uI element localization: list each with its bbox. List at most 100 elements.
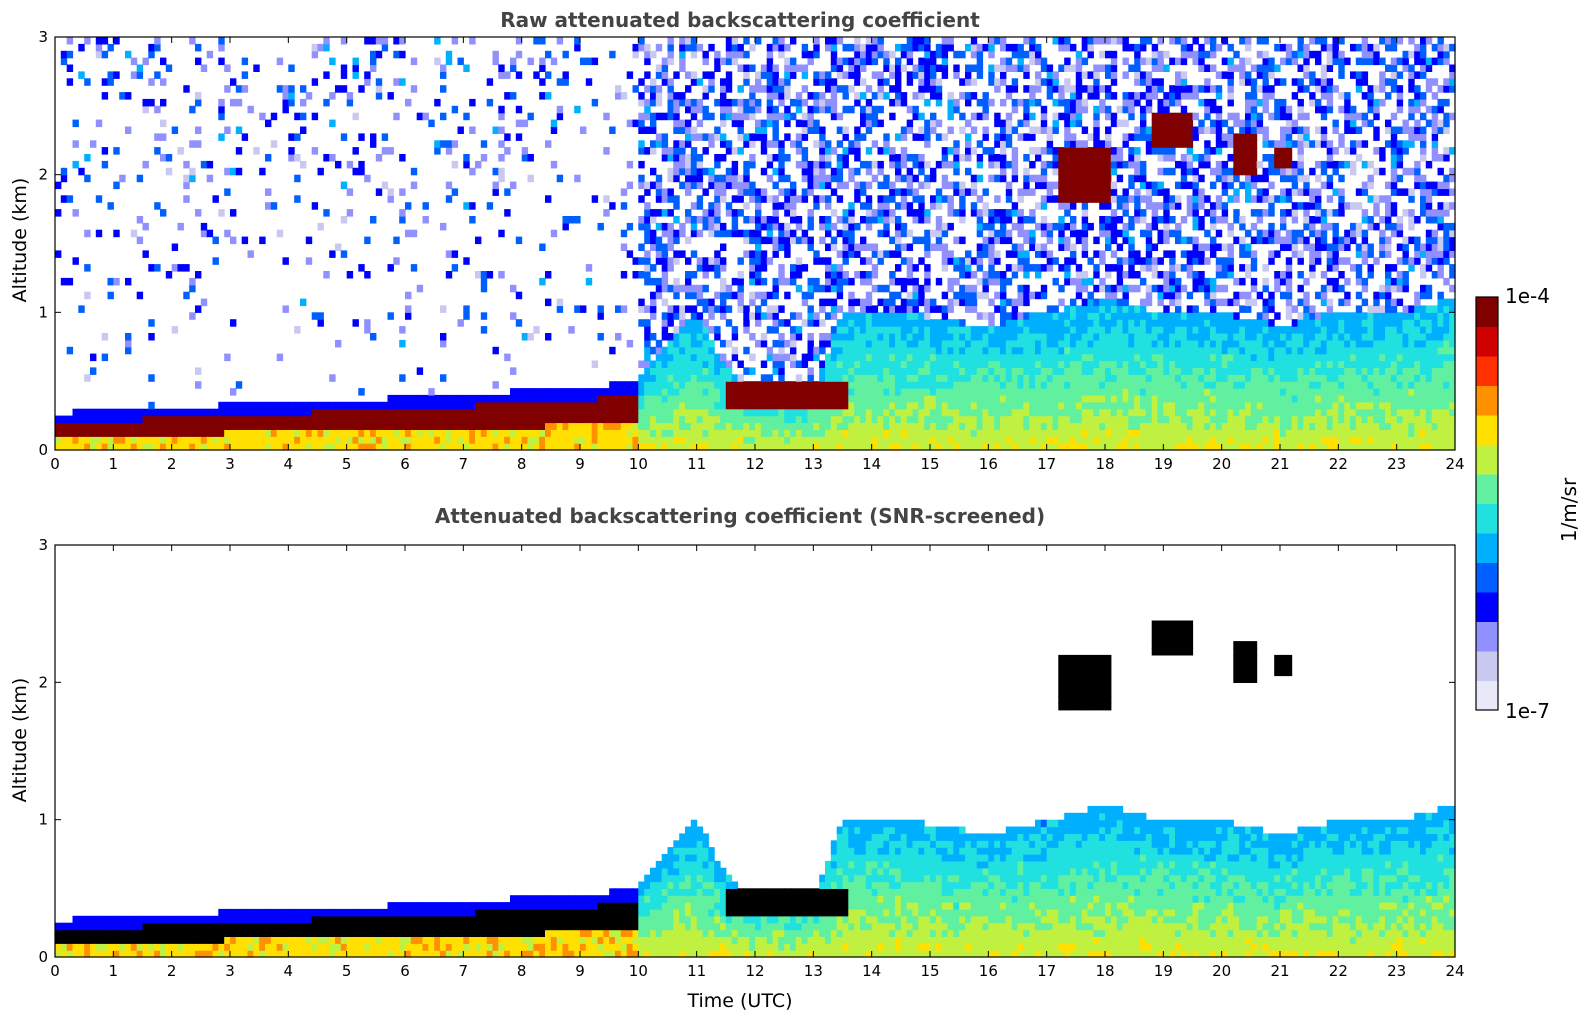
heatmap-cell — [84, 422, 91, 430]
heatmap-cell — [323, 271, 330, 279]
heatmap-cell — [900, 243, 908, 251]
heatmap-cell — [807, 333, 814, 341]
heatmap-cell — [854, 147, 861, 155]
heatmap-cell — [772, 202, 779, 210]
heatmap-cell — [807, 181, 814, 190]
heatmap-cell — [340, 401, 348, 410]
heatmap-cell — [1140, 43, 1147, 52]
heatmap-cell — [685, 360, 692, 368]
heatmap-cell — [900, 388, 908, 396]
heatmap-cell — [1105, 154, 1112, 162]
heatmap-cell — [282, 92, 289, 100]
heatmap-cell — [440, 429, 447, 437]
heatmap-cell — [848, 229, 855, 238]
heatmap-cell — [615, 333, 622, 341]
heatmap-cell — [737, 209, 744, 217]
heatmap-cell — [708, 388, 715, 396]
heatmap-cell — [1058, 422, 1065, 430]
heatmap-cell — [1093, 298, 1100, 307]
heatmap-cell — [568, 422, 575, 430]
heatmap-cell — [300, 429, 307, 437]
heatmap-cell — [924, 326, 931, 334]
heatmap-cell — [918, 339, 925, 348]
heatmap-cell — [877, 43, 884, 52]
heatmap-cell — [171, 436, 179, 444]
heatmap-cell — [1017, 257, 1024, 265]
heatmap-cell — [1023, 64, 1030, 72]
heatmap-cell — [673, 147, 680, 155]
heatmap-cell — [1046, 346, 1054, 355]
heatmap-cell — [160, 57, 167, 66]
heatmap-cell — [1011, 209, 1019, 217]
heatmap-cell — [731, 209, 739, 217]
heatmap-cell — [1046, 181, 1054, 190]
heatmap-cell — [580, 388, 587, 396]
heatmap-cell — [195, 98, 202, 107]
heatmap-cell — [947, 37, 954, 45]
heatmap-cell — [865, 298, 873, 307]
heatmap-cell — [772, 360, 779, 368]
heatmap-cell — [1122, 319, 1129, 327]
heatmap-cell — [708, 429, 715, 437]
heatmap-cell — [976, 353, 984, 362]
heatmap-cell — [1064, 374, 1071, 382]
heatmap-cell — [714, 98, 721, 107]
heatmap-cell — [638, 98, 645, 107]
heatmap-cell — [807, 436, 814, 444]
heatmap-cell — [1110, 422, 1118, 430]
heatmap-cell — [1110, 229, 1118, 238]
heatmap-cell — [755, 243, 762, 251]
heatmap-cell — [766, 422, 774, 430]
heatmap-cell — [737, 388, 744, 396]
heatmap-cell — [965, 167, 972, 176]
heatmap-cell — [877, 209, 884, 217]
heatmap-cell — [661, 415, 669, 424]
heatmap-cell — [1040, 408, 1048, 417]
heatmap-cell — [1134, 422, 1141, 430]
heatmap-cell — [906, 305, 914, 313]
heatmap-cell — [370, 408, 377, 417]
heatmap-cell — [755, 85, 762, 93]
heatmap-cell — [609, 381, 616, 389]
heatmap-cell — [655, 339, 663, 348]
heatmap-cell — [679, 353, 686, 362]
heatmap-cell — [125, 50, 132, 59]
heatmap-cell — [766, 415, 774, 424]
heatmap-cell — [597, 394, 604, 403]
heatmap-cell — [895, 71, 902, 79]
heatmap-cell — [708, 85, 715, 93]
heatmap-cell — [801, 147, 809, 155]
heatmap-cell — [66, 415, 74, 424]
heatmap-cell — [1017, 298, 1024, 307]
heatmap-cell — [895, 57, 902, 66]
heatmap-cell — [906, 105, 914, 114]
heatmap-cell — [1122, 326, 1129, 334]
heatmap-cell — [994, 271, 1001, 279]
heatmap-cell — [690, 98, 698, 107]
heatmap-cell — [930, 436, 937, 444]
heatmap-cell — [346, 422, 354, 430]
heatmap-cell — [125, 408, 132, 417]
heatmap-cell — [696, 319, 704, 327]
heatmap-cell — [66, 422, 74, 430]
heatmap-cell — [568, 415, 575, 424]
heatmap-cell — [959, 408, 966, 417]
heatmap-cell — [650, 381, 657, 389]
heatmap-cell — [340, 443, 348, 451]
heatmap-cell — [1081, 319, 1089, 327]
heatmap-cell — [813, 126, 820, 134]
heatmap-cell — [830, 174, 838, 183]
heatmap-cell — [650, 181, 657, 190]
heatmap-cell — [685, 174, 692, 183]
heatmap-cell — [749, 195, 756, 203]
heatmap-cell — [714, 374, 721, 382]
heatmap-cell — [1093, 443, 1100, 451]
heatmap-cell — [679, 284, 686, 293]
heatmap-cell — [1081, 374, 1089, 382]
heatmap-cell — [790, 57, 797, 66]
heatmap-cell — [924, 271, 931, 279]
heatmap-cell — [644, 229, 651, 238]
heatmap-cell — [714, 57, 721, 66]
heatmap-cell — [755, 188, 762, 196]
heatmap-cell — [620, 243, 628, 251]
